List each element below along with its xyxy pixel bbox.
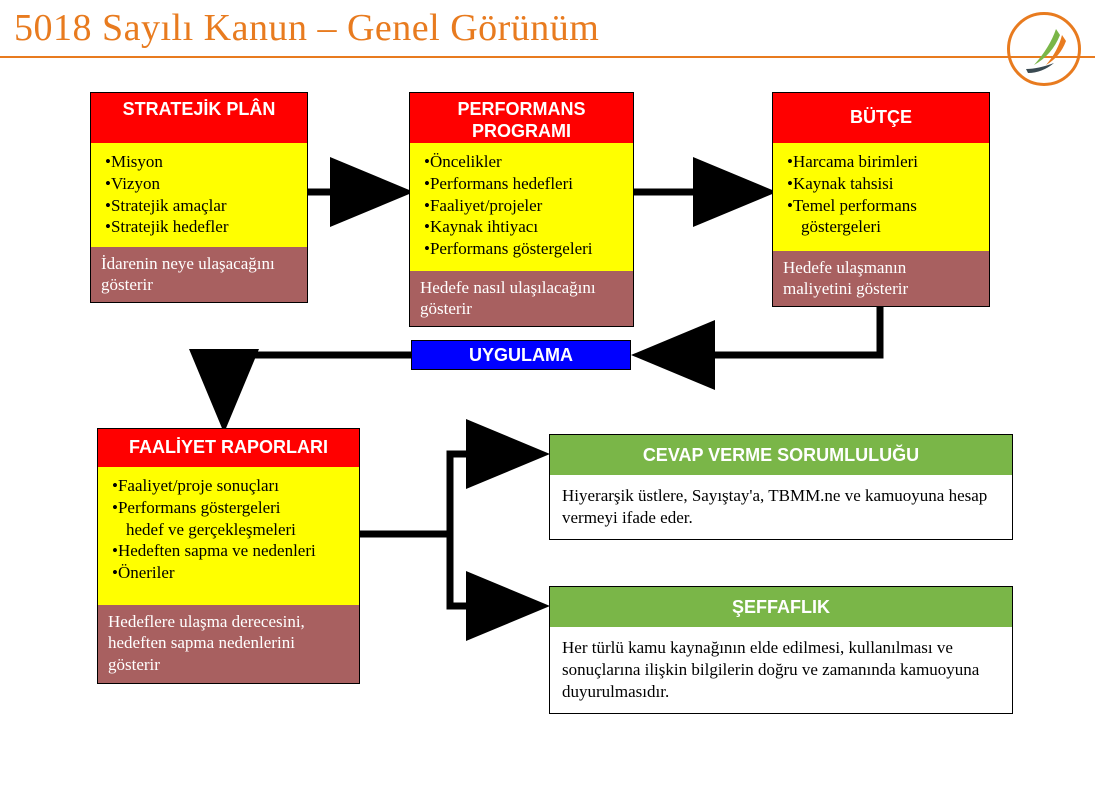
box-performans-programi: PERFORMANS PROGRAMI •Öncelikler •Perform… <box>409 92 634 327</box>
box-footer: İdarenin neye ulaşacağını gösterir <box>91 247 307 302</box>
box-header: BÜTÇE <box>773 93 989 143</box>
bullet: •Kaynak ihtiyacı <box>424 216 623 238</box>
box-body: •Öncelikler •Performans hedefleri •Faali… <box>410 143 633 271</box>
box-header: FAALİYET RAPORLARI <box>98 429 359 467</box>
bullet: •Vizyon <box>105 173 297 195</box>
box-uygulama: UYGULAMA <box>411 340 631 370</box>
bullet: •Harcama birimleri <box>787 151 979 173</box>
box-body: •Misyon •Vizyon •Stratejik amaçlar •Stra… <box>91 143 307 247</box>
box-faaliyet-raporlari: FAALİYET RAPORLARI •Faaliyet/proje sonuç… <box>97 428 360 684</box>
diagram-canvas: STRATEJİK PLÂN •Misyon •Vizyon •Strateji… <box>0 64 1095 786</box>
bullet: •Temel performans <box>787 195 979 217</box>
box-footer: Hedefe ulaşmanın maliyetini gösterir <box>773 251 989 306</box>
bullet: •Hedeften sapma ve nedenleri <box>112 540 349 562</box>
page-title: 5018 Sayılı Kanun – Genel Görünüm <box>0 0 1095 56</box>
bullet: •Kaynak tahsisi <box>787 173 979 195</box>
bullet: •Stratejik amaçlar <box>105 195 297 217</box>
box-header: STRATEJİK PLÂN <box>91 93 307 143</box>
box-stratejik-plan: STRATEJİK PLÂN •Misyon •Vizyon •Strateji… <box>90 92 308 303</box>
box-body: Hiyerarşik üstlere, Sayıştay'a, TBMM.ne … <box>550 475 1012 539</box>
bullet: •Performans göstergeleri <box>112 497 349 519</box>
bullet: •Stratejik hedefler <box>105 216 297 238</box>
bullet: •Faaliyet/projeler <box>424 195 623 217</box>
box-header: PERFORMANS PROGRAMI <box>410 93 633 143</box>
title-rule <box>0 56 1095 58</box>
box-footer: Hedefe nasıl ulaşılacağını gösterir <box>410 271 633 326</box>
box-header: ŞEFFAFLIK <box>550 587 1012 627</box>
box-body: •Harcama birimleri •Kaynak tahsisi •Teme… <box>773 143 989 251</box>
bullet-cont: hedef ve gerçekleşmeleri <box>112 519 349 541</box>
bullet: •Misyon <box>105 151 297 173</box>
box-seffaflik: ŞEFFAFLIK Her türlü kamu kaynağının elde… <box>549 586 1013 714</box>
box-footer: Hedeflere ulaşma derecesini, hedeften sa… <box>98 605 359 683</box>
bullet: •Performans göstergeleri <box>424 238 623 260</box>
box-body: •Faaliyet/proje sonuçları •Performans gö… <box>98 467 359 605</box>
box-butce: BÜTÇE •Harcama birimleri •Kaynak tahsisi… <box>772 92 990 307</box>
box-header: CEVAP VERME SORUMLULUĞU <box>550 435 1012 475</box>
bullet-cont: göstergeleri <box>787 216 979 238</box>
bullet: •Performans hedefleri <box>424 173 623 195</box>
box-body: Her türlü kamu kaynağının elde edilmesi,… <box>550 627 1012 713</box>
box-cevap-verme: CEVAP VERME SORUMLULUĞU Hiyerarşik üstle… <box>549 434 1013 540</box>
bullet: •Öncelikler <box>424 151 623 173</box>
bullet: •Faaliyet/proje sonuçları <box>112 475 349 497</box>
bullet: •Öneriler <box>112 562 349 584</box>
